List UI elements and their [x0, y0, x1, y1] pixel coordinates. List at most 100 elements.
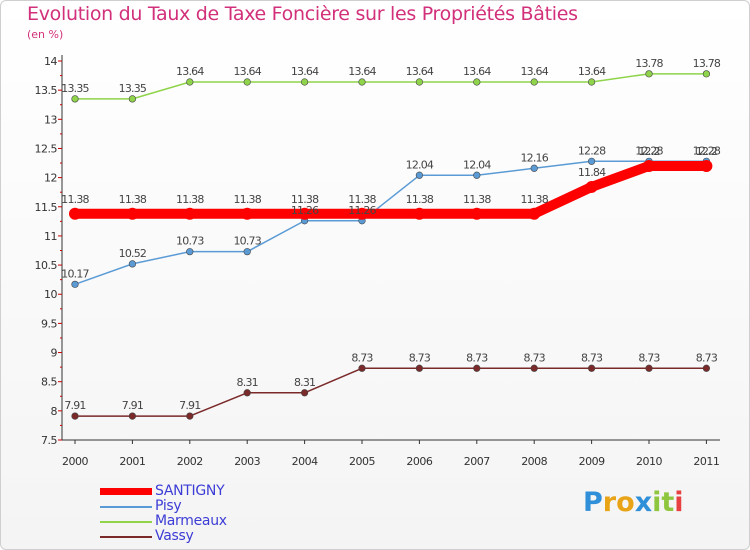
data-point-vassy [587, 364, 596, 372]
legend-label-pisy: Pisy [155, 498, 182, 514]
data-label-vassy: 7.91 [122, 399, 143, 412]
y-tick-label: 12.5 [35, 142, 58, 155]
data-label-pisy: 10.17 [61, 267, 89, 280]
data-label-vassy: 7.91 [179, 399, 200, 412]
data-label-marmeaux: 13.64 [578, 65, 606, 78]
logo-letter: r [602, 487, 617, 518]
x-tick-label: 2006 [406, 455, 432, 468]
y-tick-label: 11.5 [35, 201, 58, 214]
data-point-santigny [585, 180, 598, 193]
data-point-pisy [71, 280, 79, 288]
y-tick-label: 12 [44, 172, 57, 185]
x-tick-label: 2000 [62, 455, 88, 468]
data-label-vassy: 8.73 [524, 351, 546, 364]
legend-label-santigny: SANTIGNY [155, 483, 225, 499]
data-point-vassy [71, 412, 79, 420]
logo-letter: o [616, 487, 635, 518]
data-point-santigny [126, 207, 139, 220]
data-point-santigny [643, 159, 655, 172]
data-label-marmeaux: 13.64 [520, 65, 548, 78]
data-label-pisy: 12.28 [578, 144, 606, 157]
y-tick-label: 10.5 [35, 259, 58, 272]
data-point-santigny [528, 207, 541, 220]
data-label-marmeaux: 13.64 [176, 65, 204, 78]
logo-letter: P [583, 487, 603, 518]
logo-letter: x [634, 487, 653, 518]
data-label-vassy: 8.73 [696, 351, 718, 364]
y-tick-label: 13 [44, 113, 57, 126]
data-label-pisy: 10.52 [119, 247, 147, 260]
x-tick-label: 2003 [234, 455, 260, 468]
data-label-vassy: 8.73 [351, 351, 373, 364]
legend-swatch-pisy [100, 506, 152, 508]
data-point-marmeaux [587, 78, 596, 86]
data-label-santigny: 11.38 [520, 193, 548, 206]
data-label-marmeaux: 13.78 [635, 57, 663, 70]
x-tick-label: 2008 [521, 455, 547, 468]
data-point-pisy [587, 157, 596, 165]
y-tick-label: 14 [44, 55, 57, 68]
series-line-marmeaux [74, 73, 708, 100]
data-point-marmeaux [301, 78, 309, 86]
data-label-santigny: 11.38 [463, 193, 491, 206]
y-tick-label: 8 [51, 405, 58, 418]
data-point-pisy [243, 248, 251, 256]
x-tick-label: 2009 [579, 455, 605, 468]
x-tick-label: 2011 [693, 455, 719, 468]
legend-swatch-santigny [100, 488, 152, 495]
data-label-santigny: 11.38 [348, 193, 376, 206]
data-label-marmeaux: 13.35 [119, 82, 147, 95]
data-point-vassy [530, 364, 538, 372]
data-point-pisy [186, 248, 194, 256]
data-point-santigny [413, 207, 426, 220]
legend-swatch-marmeaux [100, 521, 152, 523]
series-line-santigny [70, 160, 712, 219]
logo-letter: t [661, 487, 675, 518]
data-label-vassy: 8.73 [638, 351, 660, 364]
data-label-pisy: 11.26 [348, 204, 376, 217]
y-axis-unit: (en %) [27, 28, 64, 41]
y-tick-label: 8.5 [41, 376, 57, 389]
data-point-santigny [470, 207, 483, 220]
data-point-santigny [298, 207, 311, 220]
data-point-marmeaux [71, 95, 79, 103]
data-label-santigny: 11.84 [578, 166, 606, 179]
data-point-vassy [301, 389, 309, 397]
data-label-santigny: 12.2 [696, 145, 717, 158]
y-tick-label: 9 [51, 347, 58, 360]
data-label-vassy: 8.73 [409, 351, 431, 364]
data-point-vassy [702, 364, 711, 372]
data-point-marmeaux [128, 95, 136, 103]
data-label-marmeaux: 13.64 [406, 65, 434, 78]
legend-label-marmeaux: Marmeaux [155, 513, 227, 529]
x-tick-label: 2004 [292, 455, 318, 468]
data-label-pisy: 10.73 [233, 235, 261, 248]
logo-letter: i [652, 487, 662, 518]
series-line-vassy [74, 367, 708, 417]
data-point-santigny [183, 207, 196, 220]
x-tick-label: 2002 [177, 455, 203, 468]
data-point-marmeaux [243, 78, 251, 86]
data-label-santigny: 11.38 [176, 193, 204, 206]
data-point-vassy [473, 364, 481, 372]
x-tick-label: 2007 [464, 455, 490, 468]
data-label-vassy: 8.31 [237, 376, 258, 389]
data-label-marmeaux: 13.64 [291, 65, 319, 78]
y-tick-label: 11 [44, 230, 57, 243]
data-point-pisy [128, 260, 136, 268]
data-label-marmeaux: 13.64 [348, 65, 376, 78]
data-point-pisy [530, 164, 538, 172]
data-point-marmeaux [186, 78, 194, 86]
x-tick-label: 2010 [636, 455, 662, 468]
data-label-marmeaux: 13.64 [233, 65, 261, 78]
data-label-pisy: 12.28 [635, 144, 663, 157]
data-point-marmeaux [645, 70, 653, 78]
data-label-santigny: 11.38 [233, 193, 261, 206]
data-point-vassy [186, 412, 194, 420]
data-point-vassy [415, 364, 424, 372]
data-label-santigny: 12.2 [638, 145, 659, 158]
data-label-santigny: 11.38 [291, 193, 319, 206]
chart-title: Evolution du Taux de Taxe Foncière sur l… [27, 3, 578, 25]
